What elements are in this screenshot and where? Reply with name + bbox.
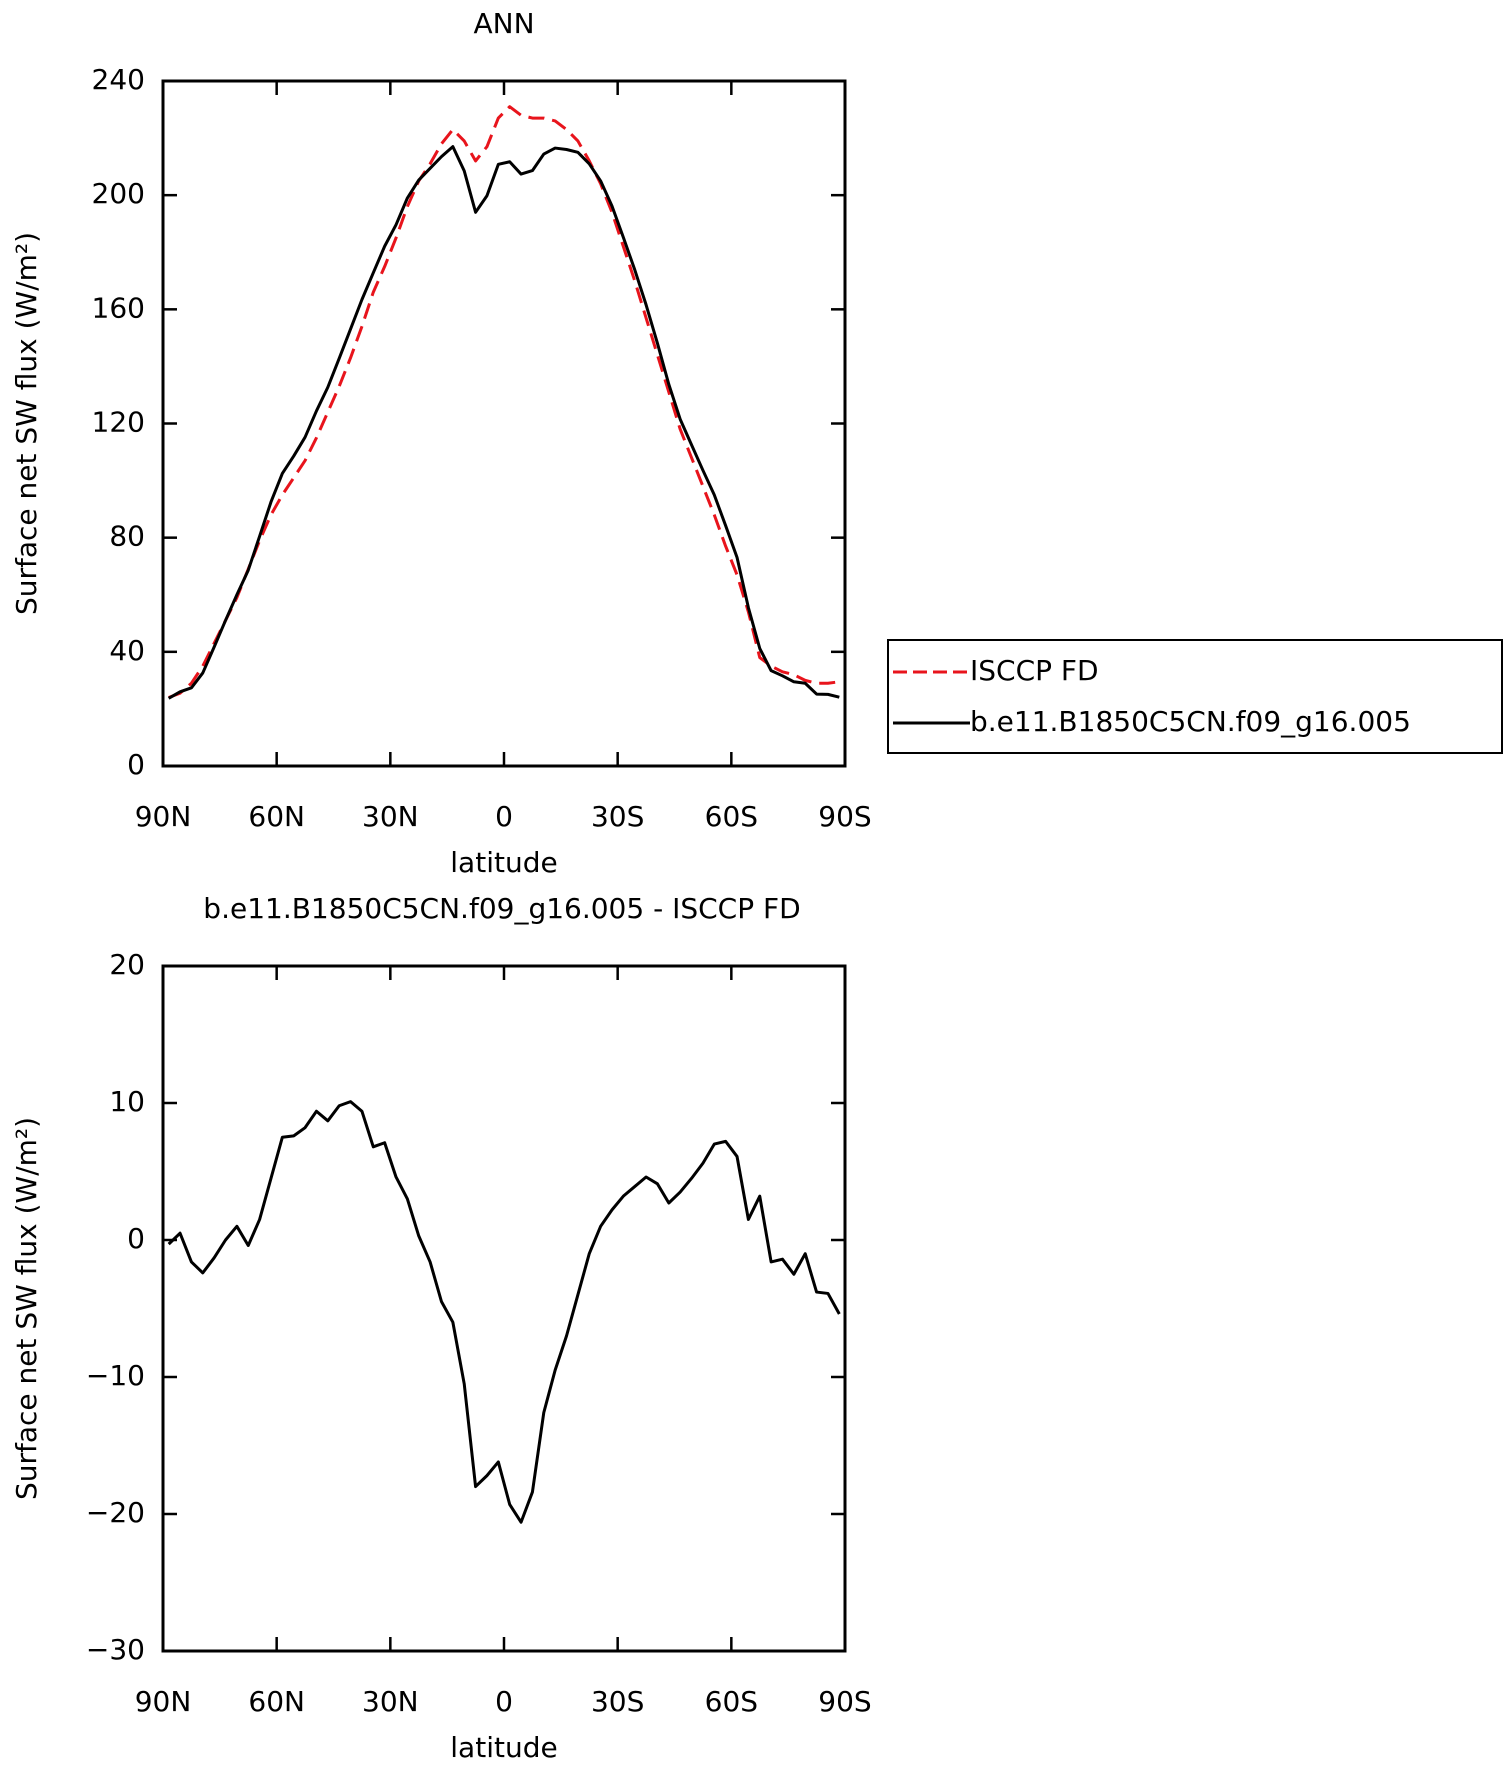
x-axis-label: latitude <box>450 846 557 879</box>
x-tick-label: 30S <box>591 800 644 833</box>
x-tick-label: 90N <box>135 1685 192 1718</box>
legend-label: b.e11.B1850C5CN.f09_g16.005 <box>970 705 1411 738</box>
x-tick-label: 0 <box>495 1685 513 1718</box>
y-tick-label: 20 <box>109 948 145 981</box>
chart-title: b.e11.B1850C5CN.f09_g16.005 - ISCCP FD <box>203 892 800 925</box>
x-tick-label: 60S <box>705 1685 758 1718</box>
y-tick-label: −20 <box>86 1496 145 1529</box>
y-tick-label: −30 <box>86 1633 145 1666</box>
data-line <box>167 1100 841 1524</box>
data-line <box>167 145 840 700</box>
x-tick-label: 30S <box>591 1685 644 1718</box>
x-tick-label: 90N <box>135 800 192 833</box>
legend-box <box>887 639 1503 754</box>
y-tick-label: 40 <box>109 634 145 667</box>
y-tick-label: 200 <box>92 177 145 210</box>
data-line <box>168 105 840 699</box>
y-tick-label: 160 <box>92 291 145 324</box>
y-tick-label: 120 <box>92 406 145 439</box>
y-tick-label: 0 <box>127 1222 145 1255</box>
plot-frame <box>161 964 847 1653</box>
y-axis-label: Surface net SW flux (W/m²) <box>10 232 43 615</box>
y-tick-label: 10 <box>109 1085 145 1118</box>
chart-title: ANN <box>473 7 534 40</box>
x-axis-label: latitude <box>450 1731 557 1764</box>
x-tick-label: 60N <box>248 800 305 833</box>
x-tick-label: 0 <box>495 800 513 833</box>
x-tick-label: 30N <box>362 1685 419 1718</box>
y-tick-label: 240 <box>92 63 145 96</box>
x-tick-label: 60S <box>705 800 758 833</box>
y-tick-label: 80 <box>109 520 145 553</box>
x-tick-label: 90S <box>818 1685 871 1718</box>
y-tick-label: 0 <box>127 748 145 781</box>
x-tick-label: 60N <box>248 1685 305 1718</box>
y-axis-label: Surface net SW flux (W/m²) <box>10 1117 43 1500</box>
y-tick-label: −10 <box>86 1359 145 1392</box>
legend-label: ISCCP FD <box>970 654 1099 687</box>
x-tick-label: 30N <box>362 800 419 833</box>
x-tick-label: 90S <box>818 800 871 833</box>
plot-frame <box>161 79 847 768</box>
